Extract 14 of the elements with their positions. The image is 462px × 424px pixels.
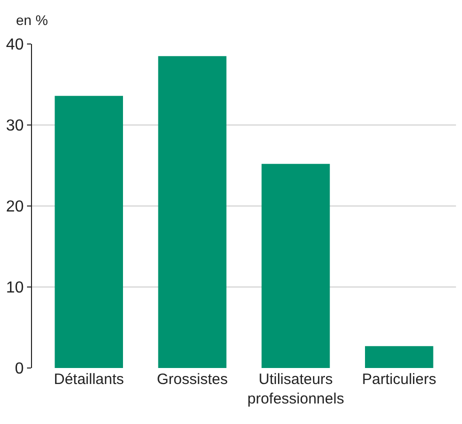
y-tick-label: 30 — [6, 118, 24, 135]
y-tick-label: 20 — [6, 198, 24, 216]
x-tick-label: Détaillants — [54, 371, 124, 388]
bar — [365, 346, 434, 368]
y-axis-title: en % — [16, 12, 48, 28]
y-tick-label: 0 — [14, 360, 24, 378]
y-tick-label: 40 — [6, 36, 24, 54]
bar — [158, 56, 226, 368]
y-tick-label: 10 — [6, 280, 24, 297]
x-tick-label: Particuliers — [362, 371, 436, 388]
x-tick-label: Utilisateurs professionnels — [247, 371, 344, 408]
bar — [54, 96, 123, 368]
bar — [262, 164, 330, 368]
x-tick-label: Grossistes — [156, 371, 228, 388]
